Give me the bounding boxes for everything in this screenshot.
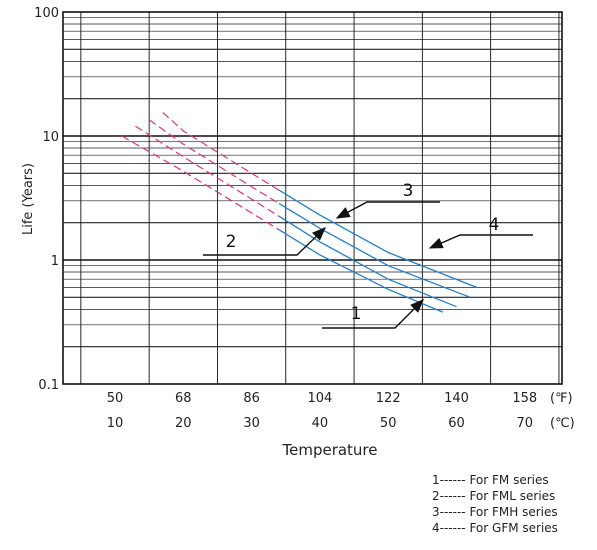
series-notes: 1------ For FM series 2------ For FML se… [432,472,592,536]
x-tick-label-fahrenheit: 68 [175,391,192,406]
series-note-3: 3------ For FMH series [432,504,592,520]
x-tick-label-celsius: 10 [107,416,124,431]
series-note-4: 4------ For GFM series [432,520,592,536]
series-3-line [278,202,471,298]
x-tick-label-celsius: 40 [312,416,329,431]
series-note-dashes: ------ [439,521,466,535]
callout-label-1: 1 [351,304,362,324]
y-axis-title: Life (Years) [21,163,36,235]
series-note-num: 2 [432,489,440,503]
callout-arrow-1 [322,299,424,329]
series-1-line [278,229,444,313]
series-note-num: 1 [432,473,440,487]
x-unit-fahrenheit: (℉) [550,391,573,406]
x-tick-label-celsius: 50 [380,416,397,431]
chart-grid [62,11,563,385]
callout-arrow-4 [428,234,533,249]
x-tick-label-fahrenheit: 140 [444,391,469,406]
y-tick-label: 100 [34,6,59,21]
series-lines [121,111,478,313]
x-tick-label-celsius: 60 [448,416,465,431]
y-tick-label: 1 [51,254,59,269]
x-tick-label-fahrenheit: 50 [107,391,124,406]
series-3-dashed-segment [148,119,280,204]
x-tick-label-fahrenheit: 158 [512,391,537,406]
series-note-text: For FML series [469,489,556,503]
x-tick-label-celsius: 70 [517,416,534,431]
plot-frame [62,11,563,385]
series-note-dashes: ------ [439,473,466,487]
callout-label-4: 4 [489,215,500,235]
series-note-text: For FM series [469,473,549,487]
series-note-dashes: ------ [439,505,466,519]
series-1-dashed-segment [121,135,280,231]
series-note-2: 2------ For FML series [432,488,592,504]
x-tick-label-celsius: 20 [175,416,192,431]
callout-label-3: 3 [403,181,414,201]
series-note-num: 4 [432,521,440,535]
callout-label-2: 2 [226,232,237,252]
series-2-dashed-segment [135,125,280,217]
callout-arrows: 1 2 3 4 [203,181,533,329]
callout-arrow-3 [335,201,440,219]
axis-labels: 100 10 1 0.1 50 68 86 104 122 140 158 10 20 30 40 50 60 7… [21,6,575,459]
series-4-dashed-segment [162,111,280,191]
series-note-1: 1------ For FM series [432,472,592,488]
life-temperature-chart: 1 2 3 4 100 10 1 0.1 50 68 86 104 122 140 158 10 20 30 40… [21,6,575,459]
x-tick-label-fahrenheit: 86 [243,391,260,406]
y-tick-label: 10 [42,130,59,145]
series-note-dashes: ------ [439,489,466,503]
series-note-text: For FMH series [469,505,558,519]
callout-arrow-2 [203,227,327,256]
series-4-line [278,189,478,289]
series-note-text: For GFM series [469,521,558,535]
x-tick-label-fahrenheit: 104 [307,391,332,406]
x-tick-label-fahrenheit: 122 [376,391,401,406]
x-axis-title: Temperature [281,441,377,459]
x-tick-label-celsius: 30 [243,416,260,431]
series-note-num: 3 [432,505,440,519]
y-tick-label: 0.1 [38,378,59,393]
series-2-line [278,215,457,308]
x-unit-celsius: (℃) [550,416,575,431]
